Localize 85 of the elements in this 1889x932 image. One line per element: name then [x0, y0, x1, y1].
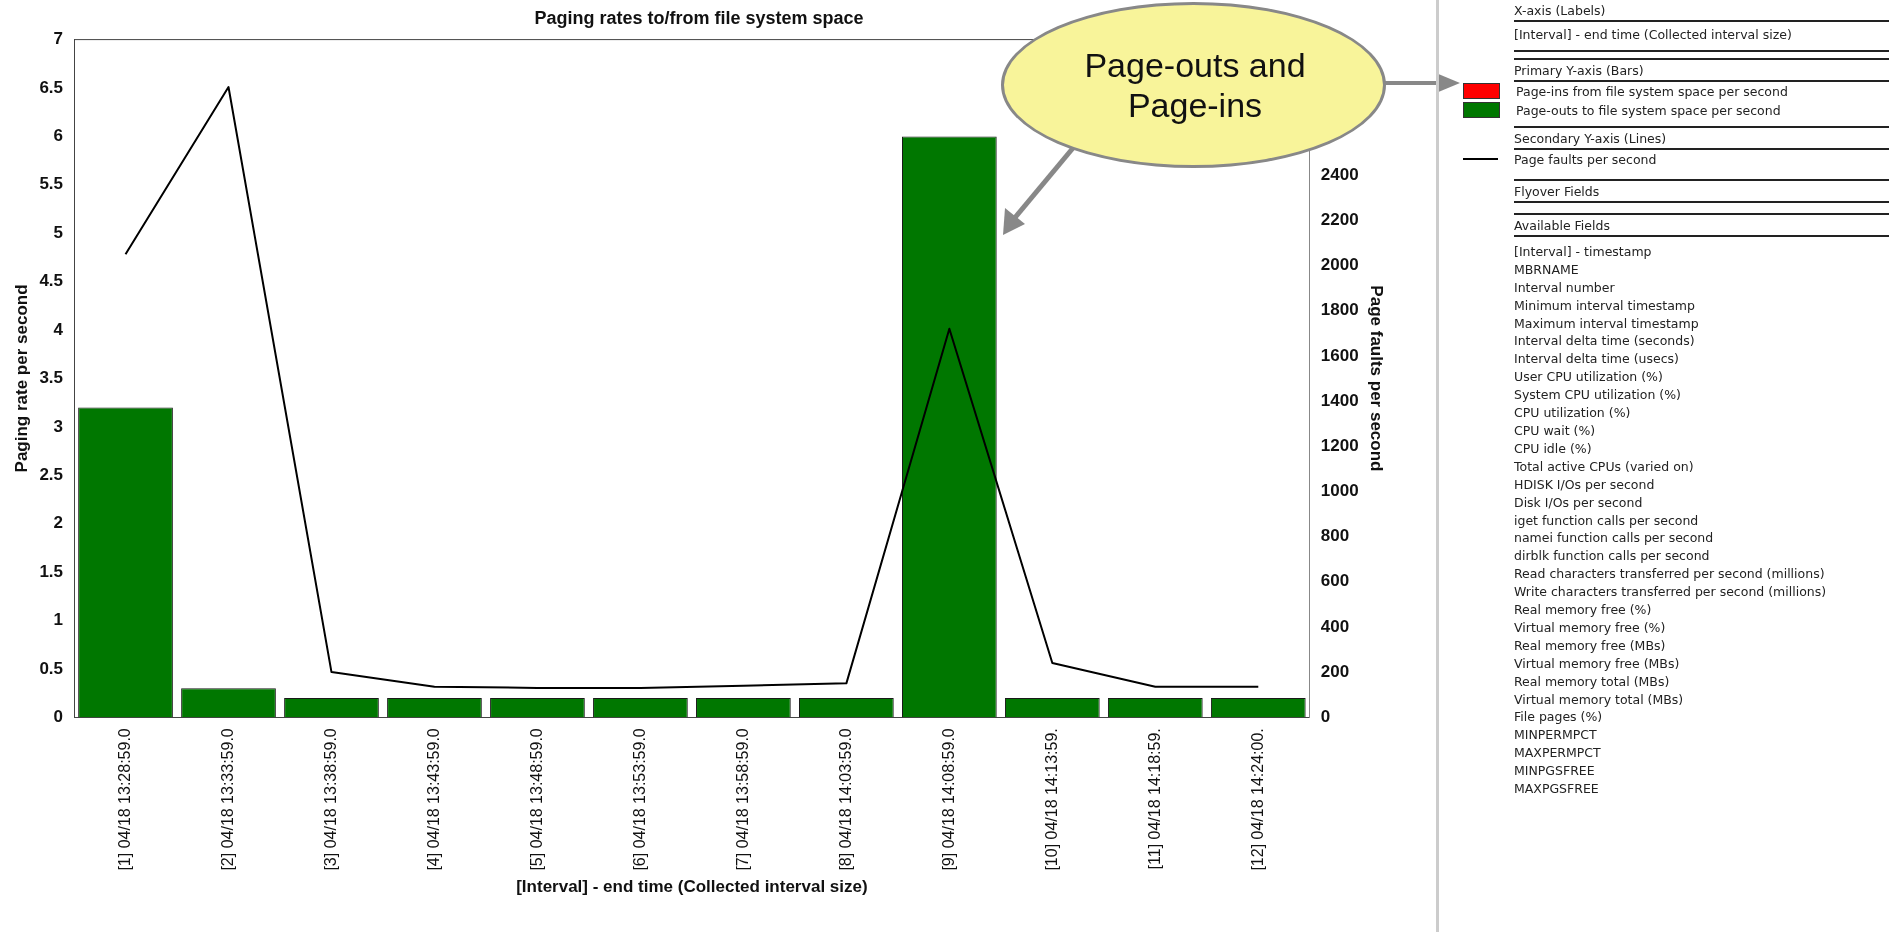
text: Virtual memory total (MBs) [1514, 690, 1685, 709]
x-tick-label: [4] 04/18 13:43:59.0 [424, 728, 442, 871]
text: [Interval] - end time (Collected interval size) [1514, 22, 1889, 52]
y-tick-label: 0.5 [39, 658, 64, 678]
text: Maximum interval timestamp [1514, 314, 1700, 333]
text: X-axis (Labels) [1514, 0, 1889, 22]
y2-tick-label: 200 [1320, 661, 1350, 681]
text: MINPERMPCT [1514, 726, 1598, 745]
text: Read characters transferred per second (millions) [1514, 565, 1826, 584]
text: Secondary Y-axis (Lines) [1514, 125, 1889, 150]
text: Available Fields [1514, 212, 1889, 237]
x-tick-label: [9] 04/18 14:08:59.0 [939, 728, 957, 871]
text: User CPU utilization (%) [1514, 368, 1664, 387]
y-tick-label: 3.5 [39, 368, 64, 388]
text: HDISK I/Os per second [1514, 475, 1656, 494]
x-tick-label: [3] 04/18 13:38:59.0 [321, 728, 339, 871]
x-tick-label: [6] 04/18 13:53:59.0 [630, 728, 648, 871]
y-tick-label: 6.5 [39, 77, 64, 97]
y2-tick-label: 0 [1320, 706, 1331, 726]
x-tick-label: [5] 04/18 13:48:59.0 [527, 728, 545, 871]
text: Interval delta time (usecs) [1514, 350, 1680, 369]
text: Total active CPUs (varied on) [1514, 457, 1695, 476]
y2-tick-label: 800 [1320, 526, 1350, 546]
text: Disk I/Os per second [1514, 493, 1644, 512]
text: Real memory total (MBs) [1514, 672, 1671, 691]
x-tick-label: [11] 04/18 14:18:59. [1145, 728, 1163, 870]
chart-title: Paging rates to/from file system space [534, 7, 864, 28]
y-axis-title: Paging rate per second [11, 284, 31, 473]
y-tick-label: 5.5 [39, 174, 64, 194]
text: System CPU utilization (%) [1514, 386, 1682, 405]
y-tick-label: 4.5 [39, 271, 64, 291]
text: Flyover Fields [1514, 178, 1889, 203]
y2-tick-label: 1000 [1320, 481, 1359, 501]
text: [Interval] - timestamp [1514, 242, 1653, 261]
y2-tick-label: 1200 [1320, 435, 1359, 455]
text: Primary Y-axis (Bars) [1514, 57, 1889, 82]
text: Interval number [1514, 278, 1616, 297]
annotation: Page-outs and Page-ins [1083, 45, 1307, 126]
text: iget function calls per second [1514, 511, 1700, 530]
text: File pages (%) [1514, 708, 1604, 727]
y-tick-label: 0 [53, 706, 64, 726]
y2-tick-label: 1600 [1320, 345, 1359, 365]
text: MAXPERMPCT [1514, 744, 1602, 763]
y-tick-label: 7 [53, 29, 64, 49]
x-axis-title: [Interval] - end time (Collected interval size) [516, 877, 868, 897]
text: dirblk function calls per second [1514, 547, 1711, 566]
text: Real memory free (MBs) [1514, 636, 1667, 655]
y2-tick-label: 2200 [1320, 210, 1359, 229]
y-tick-label: 6 [53, 126, 64, 146]
text: Page faults per second [1367, 285, 1387, 472]
text: Interval delta time (seconds) [1514, 332, 1696, 351]
text: Write characters transferred per second (millions) [1514, 583, 1828, 602]
text: CPU utilization (%) [1514, 404, 1632, 422]
text: Virtual memory free (%) [1514, 618, 1667, 637]
x-tick-label: [2] 04/18 13:33:59.0 [218, 728, 236, 871]
y-tick-label: 1.5 [39, 561, 64, 581]
x-tick-label: [7] 04/18 13:58:59.0 [733, 728, 751, 871]
y2-tick-label: 1800 [1320, 300, 1359, 320]
text: Page-outs to file system space per second [1516, 102, 1781, 118]
text: Minimum interval timestamp [1514, 296, 1696, 315]
y-tick-label: 1 [53, 610, 64, 630]
y2-tick-label: 2000 [1320, 255, 1359, 275]
text: Page-ins from file system space per second [1516, 83, 1788, 99]
x-tick-label: [12] 04/18 14:24:00. [1248, 728, 1266, 871]
x-tick-label: [10] 04/18 14:13:59. [1042, 728, 1060, 871]
x-tick-label: [8] 04/18 14:03:59.0 [836, 728, 854, 871]
y2-tick-label: 600 [1320, 571, 1350, 591]
y-tick-label: 2.5 [39, 464, 64, 484]
text: Virtual memory free (MBs) [1514, 654, 1681, 673]
y-tick-label: 2 [53, 513, 64, 533]
y-tick-label: 4 [53, 319, 64, 339]
text: MAXPGSFREE [1514, 780, 1600, 798]
y-tick-label: 5 [53, 222, 64, 242]
text: Page faults per second [1514, 151, 1657, 167]
y2-tick-label: 1400 [1320, 390, 1359, 410]
text: MINPGSFREE [1514, 762, 1596, 781]
y2-tick-label: 2400 [1320, 164, 1359, 184]
y-tick-label: 3 [53, 416, 64, 436]
text: CPU wait (%) [1514, 421, 1597, 440]
x-tick-label: [1] 04/18 13:28:59.0 [115, 728, 133, 871]
y2-tick-label: 400 [1320, 616, 1350, 636]
text: namei function calls per second [1514, 529, 1715, 548]
text: MBRNAME [1514, 260, 1580, 279]
text: CPU idle (%) [1514, 439, 1593, 458]
text: Real memory free (%) [1514, 601, 1653, 619]
